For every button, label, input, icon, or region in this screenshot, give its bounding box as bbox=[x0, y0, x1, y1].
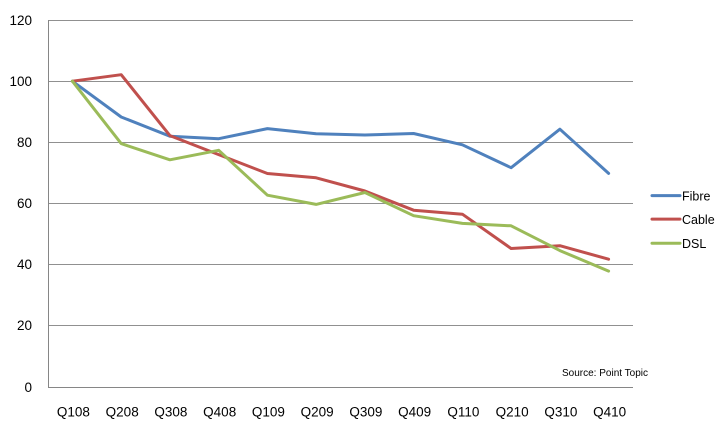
svg-text:Q310: Q310 bbox=[544, 405, 577, 420]
svg-text:120: 120 bbox=[9, 13, 32, 28]
svg-text:Fibre: Fibre bbox=[682, 189, 711, 203]
svg-text:Q308: Q308 bbox=[154, 405, 187, 420]
svg-text:Q210: Q210 bbox=[496, 405, 529, 420]
svg-text:Q408: Q408 bbox=[203, 405, 236, 420]
svg-text:Source: Point Topic: Source: Point Topic bbox=[562, 368, 648, 379]
svg-text:Q208: Q208 bbox=[106, 405, 139, 420]
svg-text:0: 0 bbox=[24, 380, 32, 395]
svg-text:Q209: Q209 bbox=[301, 405, 334, 420]
svg-text:Q410: Q410 bbox=[593, 405, 626, 420]
svg-text:100: 100 bbox=[9, 74, 32, 89]
svg-text:Q309: Q309 bbox=[349, 405, 382, 420]
svg-text:Q109: Q109 bbox=[252, 405, 285, 420]
svg-text:40: 40 bbox=[17, 257, 32, 272]
svg-text:Q108: Q108 bbox=[57, 405, 90, 420]
svg-text:DSL: DSL bbox=[682, 237, 706, 251]
svg-text:Q110: Q110 bbox=[447, 405, 479, 420]
svg-text:Q409: Q409 bbox=[398, 405, 431, 420]
svg-text:60: 60 bbox=[17, 196, 32, 211]
svg-text:Cable: Cable bbox=[682, 213, 715, 227]
svg-text:80: 80 bbox=[17, 135, 32, 150]
svg-text:20: 20 bbox=[17, 318, 32, 333]
